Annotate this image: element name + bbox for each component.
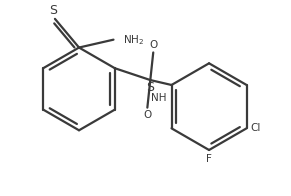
Text: S: S <box>146 81 154 94</box>
Text: O: O <box>149 41 157 51</box>
Text: O: O <box>143 110 152 120</box>
Text: S: S <box>49 4 57 17</box>
Text: Cl: Cl <box>251 123 261 133</box>
Text: F: F <box>206 154 212 164</box>
Text: NH$_2$: NH$_2$ <box>123 33 144 47</box>
Text: NH: NH <box>151 93 167 103</box>
